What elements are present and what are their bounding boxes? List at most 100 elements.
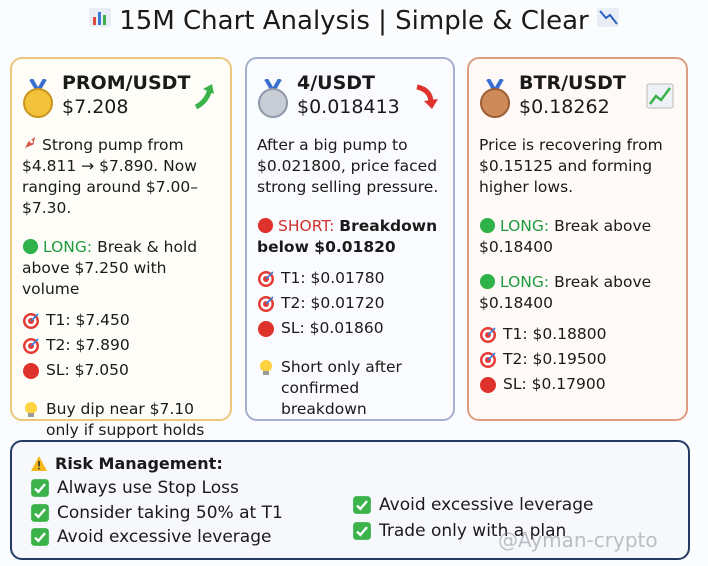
red-icon: [23, 363, 39, 379]
target-icon: [23, 313, 39, 329]
target-row: T1: $0.18800: [479, 324, 676, 345]
signal-label: LONG:: [500, 273, 550, 291]
target-row: SL: $0.01860: [257, 318, 443, 339]
trend-icon: [646, 83, 674, 109]
medal-icon: [23, 79, 53, 118]
card-header: BTR/USDT $0.18262: [479, 71, 676, 127]
signal-label: LONG:: [500, 217, 550, 235]
target-text: T2: $0.01720: [281, 294, 385, 312]
targets: T1: $7.450 T2: $7.890 SL: $7.050: [22, 310, 220, 381]
tip-text: Short only after confirmed breakdown: [281, 358, 402, 418]
signal-label: LONG:: [43, 238, 93, 256]
title-text: 15M Chart Analysis | Simple & Clear: [119, 6, 589, 36]
target-icon: [23, 338, 39, 354]
tip: Buy dip near $7.10 only if support holds: [22, 399, 220, 441]
description: After a big pump to $0.021800, price fac…: [257, 135, 443, 198]
price: $7.208: [62, 96, 129, 118]
medal-icon: [480, 79, 510, 118]
red-icon: [257, 217, 274, 234]
check-icon: [353, 496, 371, 514]
target-row: T1: $7.450: [22, 310, 220, 331]
target-row: T2: $7.890: [22, 335, 220, 356]
tip-text: Buy dip near $7.10 only if support holds: [46, 400, 205, 439]
targets: T1: $0.01780 T2: $0.01720 SL: $0.01860: [257, 268, 443, 339]
check-icon: [353, 522, 371, 540]
target-row: SL: $7.050: [22, 360, 220, 381]
signal-text: Break above $0.18400: [479, 217, 652, 256]
description: Strong pump from $4.811 → $7.890. Now ra…: [22, 135, 220, 219]
description-text: Strong pump from $4.811 → $7.890. Now ra…: [22, 136, 198, 217]
trend-icon: [416, 84, 438, 109]
chart-icon: [89, 8, 112, 27]
signal: LONG: Break & hold above $7.250 with vol…: [22, 237, 220, 300]
target-text: SL: $7.050: [46, 361, 129, 379]
page-title: 15M Chart Analysis | Simple & Clear: [0, 4, 708, 38]
rocket-icon: [24, 136, 36, 150]
target-text: SL: $0.01860: [281, 319, 384, 337]
signal-label: SHORT:: [278, 217, 335, 235]
risk-item: Always use Stop Loss: [30, 478, 239, 498]
green-icon: [479, 217, 496, 234]
risk-item: Avoid excessive leverage: [30, 527, 271, 547]
watermark: @Ayman-crypto: [498, 528, 658, 552]
target-row: SL: $0.17900: [479, 374, 676, 395]
target-row: T1: $0.01780: [257, 268, 443, 289]
risk-item-text: Avoid excessive leverage: [379, 495, 594, 515]
bulb-icon: [25, 402, 37, 417]
green-icon: [22, 238, 39, 255]
red-icon: [258, 321, 274, 337]
bulb-icon: [260, 360, 272, 375]
target-text: T1: $0.18800: [503, 325, 607, 343]
medal-icon: [258, 79, 288, 118]
target-text: SL: $0.17900: [503, 375, 606, 393]
target-text: T2: $7.890: [46, 336, 130, 354]
card-header: 4/USDT $0.018413: [257, 71, 443, 127]
risk-item-text: Always use Stop Loss: [57, 478, 239, 498]
risk-item: Trade only with a plan: [352, 521, 566, 541]
risk-item: Avoid excessive leverage: [352, 495, 593, 515]
trend-icon: [194, 84, 214, 110]
description: Price is recovering from $0.15125 and fo…: [479, 135, 676, 198]
risk-item-text: Avoid excessive leverage: [57, 527, 272, 547]
risk-box: Risk Management: Always use Stop Loss Cons…: [10, 440, 690, 560]
signal-text: Break & hold above $7.250 with volume: [22, 238, 198, 298]
coin-card: PROM/USDT $7.208 Strong pump from $4.811 →…: [10, 57, 232, 439]
red-icon: [480, 377, 496, 393]
check-icon: [31, 479, 49, 497]
check-icon: [31, 528, 49, 546]
target-row: T2: $0.01720: [257, 293, 443, 314]
target-icon: [480, 352, 496, 368]
coin-card: 4/USDT $0.018413 After a big pump to $0.02…: [245, 57, 455, 421]
targets: T1: $0.18800 T2: $0.19500 SL: $0.17900: [479, 324, 676, 395]
pair-name: 4/USDT: [297, 72, 376, 94]
chart-down-icon: [596, 8, 619, 27]
check-icon: [31, 504, 49, 522]
risk-item-text: Trade only with a plan: [379, 521, 567, 541]
signal: LONG: Break above $0.18400: [479, 272, 676, 314]
risk-title: Risk Management:: [30, 454, 223, 473]
risk-item: Consider taking 50% at T1: [30, 503, 283, 523]
green-icon: [479, 273, 496, 290]
price: $0.018413: [297, 96, 400, 118]
signal-text: Break above $0.18400: [479, 273, 652, 312]
tip: Short only after confirmed breakdown: [257, 357, 443, 420]
target-icon: [480, 327, 496, 343]
coin-card: BTR/USDT $0.18262 Price is recovering from…: [467, 57, 688, 421]
pair-name: BTR/USDT: [519, 72, 626, 94]
target-row: T2: $0.19500: [479, 349, 676, 370]
target-icon: [258, 271, 274, 287]
signal: SHORT: Breakdown below $0.01820: [257, 216, 443, 258]
target-text: T1: $0.01780: [281, 269, 385, 287]
pair-name: PROM/USDT: [62, 72, 191, 94]
signal-text: Breakdown below $0.01820: [257, 217, 438, 256]
price: $0.18262: [519, 96, 610, 118]
signal: LONG: Break above $0.18400: [479, 216, 676, 258]
target-text: T2: $0.19500: [503, 350, 607, 368]
description-text: After a big pump to $0.021800, price fac…: [257, 136, 439, 196]
description-text: Price is recovering from $0.15125 and fo…: [479, 136, 663, 196]
card-header: PROM/USDT $7.208: [22, 71, 220, 127]
risk-title-text: Risk Management:: [55, 454, 223, 473]
warn-icon: [31, 455, 47, 471]
target-text: T1: $7.450: [46, 311, 130, 329]
